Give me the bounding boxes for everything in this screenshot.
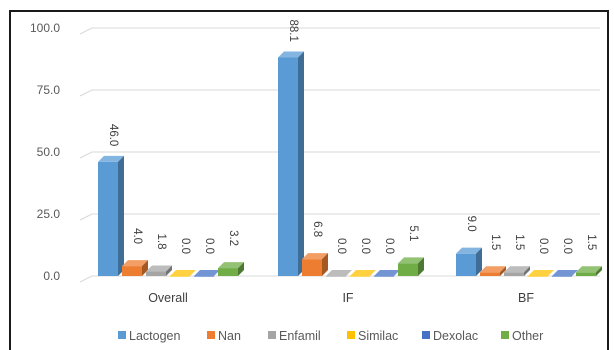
legend-label: Enfamil [279,329,321,343]
bar-lactogen-if [278,51,304,277]
legend-item-similac: Similac [347,329,398,343]
data-label: 88.1 [287,20,299,42]
y-tick-label: 75.0 [37,83,61,97]
data-label: 0.0 [359,238,371,254]
gridline [79,27,600,35]
data-label: 46.0 [107,124,119,146]
bar-enfamil-bf [504,266,530,276]
bar-nan-if [302,253,328,276]
data-label: 1.5 [585,234,597,250]
legend-swatch [422,331,430,339]
bars [98,51,602,277]
legend-label: Dexolac [433,329,478,343]
legend-label: Other [512,329,543,343]
data-label: 0.0 [335,238,347,254]
data-label: 0.0 [383,238,395,254]
data-label: 1.5 [489,234,501,250]
data-label: 1.8 [155,234,167,250]
legend-swatch [207,331,215,339]
gridline [79,275,600,283]
bar-dexolac-if [374,270,400,277]
legend-item-other: Other [501,329,543,343]
legend-swatch [118,331,126,339]
bar-enfamil-if [326,270,352,277]
legend-label: Nan [218,329,241,343]
data-label: 4.0 [131,228,143,244]
y-tick-label: 25.0 [37,207,61,221]
legend-item-enfamil: Enfamil [268,329,321,343]
data-label: 0.0 [561,238,573,254]
legend-item-nan: Nan [207,329,241,343]
data-label: 9.0 [465,216,477,232]
bar-similac-bf [528,270,554,277]
legend-swatch [347,331,355,339]
data-label: 0.0 [179,238,191,254]
bar-similac-if [350,270,376,277]
bar-dexolac-overall [194,270,220,277]
gridlines [79,27,600,283]
bar-dexolac-bf [552,270,578,277]
gridline [79,151,600,159]
legend-item-lactogen: Lactogen [118,329,180,343]
data-label: 0.0 [537,238,549,254]
data-label: 1.5 [513,234,525,250]
x-axis-categories: Overall IF BF [148,291,534,305]
bar-enfamil-overall [146,265,172,276]
data-label: 0.0 [203,238,215,254]
bar-other-if [398,257,424,276]
data-label: 6.8 [311,221,323,237]
bar-nan-bf [480,266,506,276]
x-category-label: IF [342,291,353,305]
legend-swatch [501,331,509,339]
bar-lactogen-bf [456,247,482,276]
legend-item-dexolac: Dexolac [422,329,478,343]
x-category-label: Overall [148,291,188,305]
gridline [79,89,600,97]
y-tick-label: 100.0 [30,21,60,35]
data-labels: 46.0 4.0 1.8 0.0 0.0 3.2 88.1 6.8 0.0 0.0 0.0 5.1 9.… [107,20,597,254]
chart-frame [9,10,609,350]
gridline [79,213,600,221]
bar-other-overall [218,262,244,276]
y-tick-label: 50.0 [37,145,61,159]
data-label: 3.2 [227,230,239,246]
data-label: 5.1 [407,225,419,241]
legend: Lactogen Nan Enfamil Similac Dexolac Other [118,329,543,343]
y-axis-ticks: 0.0 25.0 50.0 75.0 100.0 [30,21,60,283]
bar-lactogen-overall [98,155,124,276]
y-tick-label: 0.0 [43,269,60,283]
bar-other-bf [576,266,602,276]
bar-similac-overall [170,270,196,277]
bar-nan-overall [122,260,148,276]
legend-swatch [268,331,276,339]
legend-label: Similac [358,329,398,343]
legend-label: Lactogen [129,329,180,343]
x-category-label: BF [518,291,534,305]
